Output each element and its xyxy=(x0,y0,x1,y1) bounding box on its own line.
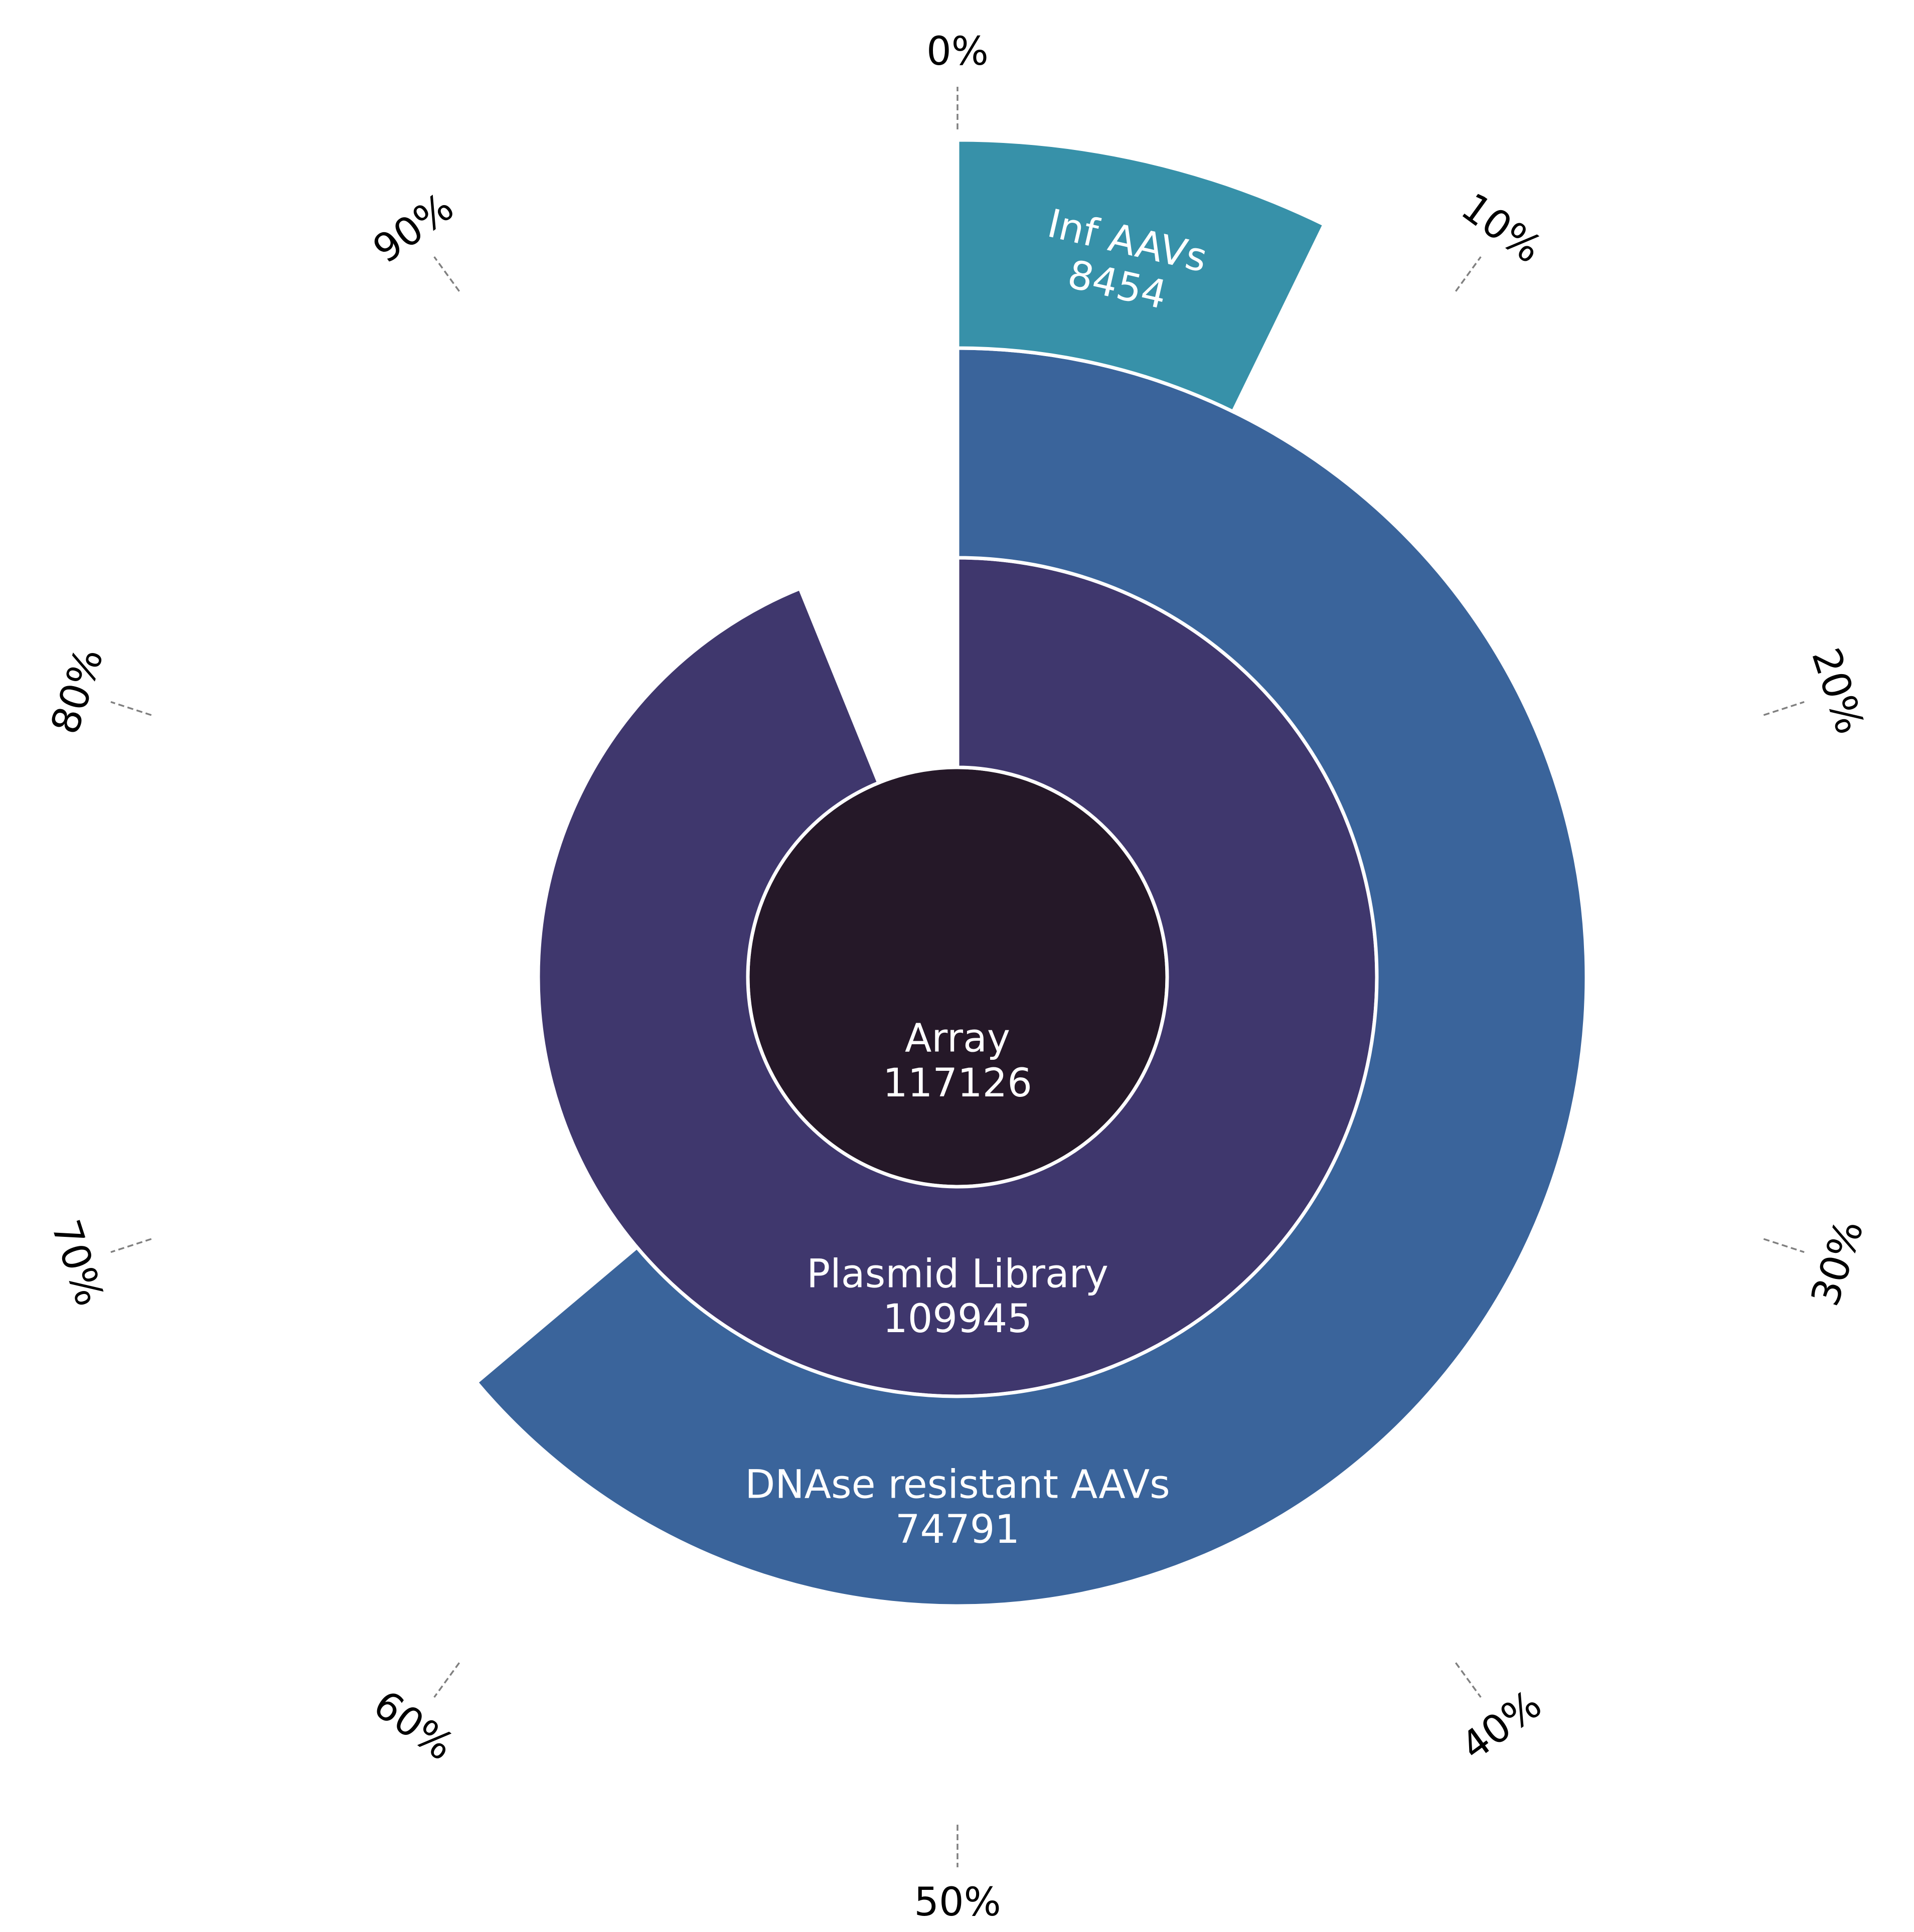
tick-line-90 xyxy=(433,256,460,292)
tick-line-80 xyxy=(110,701,152,716)
tick-label-0: 0% xyxy=(926,29,989,74)
label-dnase-resistant-aavs-name: DNAse resistant AAVs xyxy=(745,1462,1170,1507)
tick-line-40 xyxy=(1455,1662,1482,1698)
tick-label-60: 60% xyxy=(365,1682,462,1769)
label-array: Array 117126 xyxy=(883,1016,1032,1106)
tick-label-90: 90% xyxy=(365,185,462,272)
tick-line-20 xyxy=(1763,701,1805,716)
tick-label-70: 70% xyxy=(43,1215,112,1312)
label-dnase-resistant-aavs: DNAse resistant AAVs 74791 xyxy=(745,1462,1170,1552)
tick-label-80: 80% xyxy=(43,643,112,740)
tick-line-30 xyxy=(1763,1238,1805,1253)
tick-line-10 xyxy=(1455,256,1482,292)
ring-array xyxy=(746,765,1169,1189)
ring-dnase-resistant-aavs xyxy=(474,346,1588,1608)
label-array-value: 117126 xyxy=(883,1061,1032,1106)
tick-label-50: 50% xyxy=(914,1880,1001,1925)
tick-line-70 xyxy=(110,1238,152,1253)
tick-label-20: 20% xyxy=(1803,643,1872,740)
rings xyxy=(474,138,1588,1608)
ring-inf-aavs xyxy=(955,138,1327,414)
label-dnase-resistant-aavs-value: 74791 xyxy=(895,1507,1020,1552)
tick-label-30: 30% xyxy=(1803,1215,1872,1312)
tick-line-60 xyxy=(433,1662,460,1698)
label-plasmid-library: Plasmid Library 109945 xyxy=(807,1251,1108,1342)
label-plasmid-library-value: 109945 xyxy=(883,1297,1032,1342)
tick-label-40: 40% xyxy=(1453,1682,1550,1769)
label-plasmid-library-name: Plasmid Library xyxy=(807,1251,1108,1297)
label-array-name: Array xyxy=(905,1016,1010,1061)
tick-label-10: 10% xyxy=(1453,185,1550,272)
